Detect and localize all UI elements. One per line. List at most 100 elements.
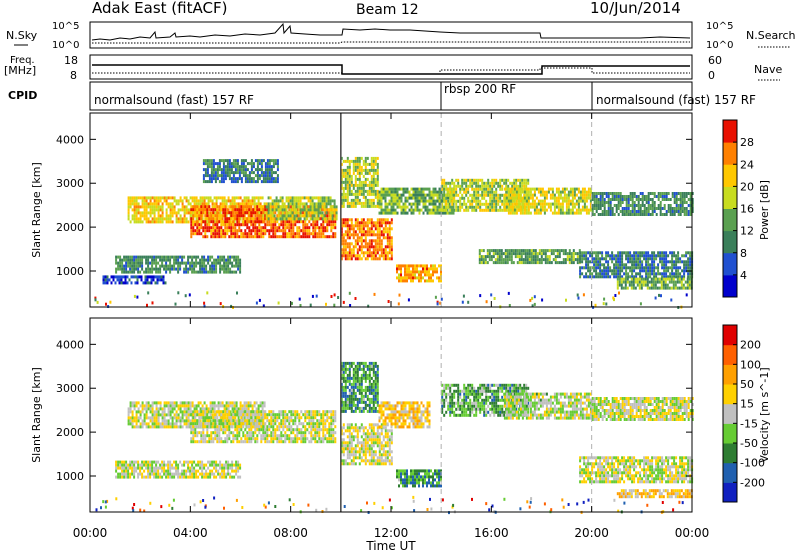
power-cell [473, 187, 476, 191]
power-cell [344, 239, 347, 243]
power-cell [185, 205, 188, 209]
power-cell [348, 227, 351, 231]
power-cell [525, 205, 528, 209]
power-cell [513, 178, 516, 182]
power-cell [683, 192, 686, 195]
power-cell [607, 263, 610, 267]
power-cell [496, 261, 499, 265]
power-cell [340, 221, 343, 225]
power-cell [526, 252, 529, 256]
power-cell [352, 233, 355, 237]
power-cell [595, 263, 598, 267]
power-cell [475, 196, 478, 200]
power-cell [531, 187, 534, 191]
power-cell [561, 205, 564, 209]
power-cell [625, 269, 628, 273]
power-cell [368, 204, 371, 208]
power-cell [388, 208, 391, 212]
power-cell [288, 223, 291, 227]
power-cell [151, 258, 154, 262]
power-cell [609, 201, 612, 204]
power-cell [526, 255, 529, 259]
power-cell [259, 196, 262, 200]
power-cell [118, 281, 121, 285]
power-cell [609, 254, 612, 258]
power-cell [537, 211, 540, 215]
power-cell [342, 236, 345, 240]
power-cell [175, 261, 178, 265]
power-cell [513, 202, 516, 206]
power-cell [663, 204, 666, 207]
power-cell [211, 255, 214, 259]
power-cell [545, 193, 548, 197]
power-cell [285, 217, 288, 221]
power-cell [687, 272, 690, 276]
power-cell [252, 217, 255, 221]
power-cell [430, 273, 432, 277]
power-cell [207, 211, 210, 215]
power-cell [424, 193, 427, 197]
power-cell [264, 171, 267, 175]
power-cell [561, 187, 564, 191]
power-cell [591, 210, 594, 213]
power-cell [663, 195, 666, 198]
power-cell [597, 198, 600, 201]
power-cell [469, 199, 472, 203]
power-cell [127, 255, 130, 259]
power-cell [256, 159, 259, 163]
power-cell [595, 192, 598, 195]
power-cell [370, 227, 373, 231]
power-cell [292, 223, 295, 227]
power-cell [428, 270, 430, 274]
power-cell [656, 286, 659, 290]
power-cell [370, 192, 373, 196]
power-cell [221, 255, 224, 259]
power-cell [603, 207, 606, 210]
power-cell [507, 211, 510, 215]
power-cell [404, 279, 406, 283]
power-cell [234, 180, 237, 184]
power-cell [396, 211, 399, 215]
power-cell [653, 260, 656, 264]
power-cell [253, 208, 256, 212]
power-cell [447, 190, 450, 194]
power-cell [486, 249, 489, 253]
power-cell [271, 208, 274, 212]
power-cell [315, 202, 318, 206]
power-cell [366, 257, 369, 261]
power-cell [378, 205, 381, 209]
power-cell [617, 207, 620, 210]
power-cell [579, 254, 582, 258]
power-cell [326, 208, 329, 212]
power-cell [226, 208, 229, 212]
power-cell [266, 174, 269, 178]
power-cell [153, 220, 156, 224]
power-cell [215, 261, 218, 265]
power-cell [143, 255, 146, 259]
power-cell [420, 190, 423, 194]
power-cell [252, 177, 255, 181]
power-cell [298, 297, 301, 301]
power-cell [653, 257, 656, 261]
power-cell [390, 251, 393, 255]
power-cell [368, 198, 371, 202]
power-cell [625, 207, 628, 210]
power-cell [277, 202, 280, 206]
power-cell [543, 193, 546, 197]
power-cell [568, 258, 571, 262]
power-cell [448, 211, 451, 215]
power-cell [362, 218, 365, 222]
power-cell [542, 258, 545, 262]
power-cell [219, 302, 222, 306]
power-cell [141, 214, 144, 218]
power-cell [210, 214, 213, 218]
power-cell [258, 220, 261, 224]
power-cell [575, 202, 578, 206]
power-cell [524, 258, 527, 262]
power-cell [287, 199, 290, 203]
power-cell [265, 205, 268, 209]
power-cell [688, 280, 691, 284]
power-cell [233, 258, 236, 262]
power-cell [310, 214, 313, 218]
power-cell [376, 227, 379, 231]
